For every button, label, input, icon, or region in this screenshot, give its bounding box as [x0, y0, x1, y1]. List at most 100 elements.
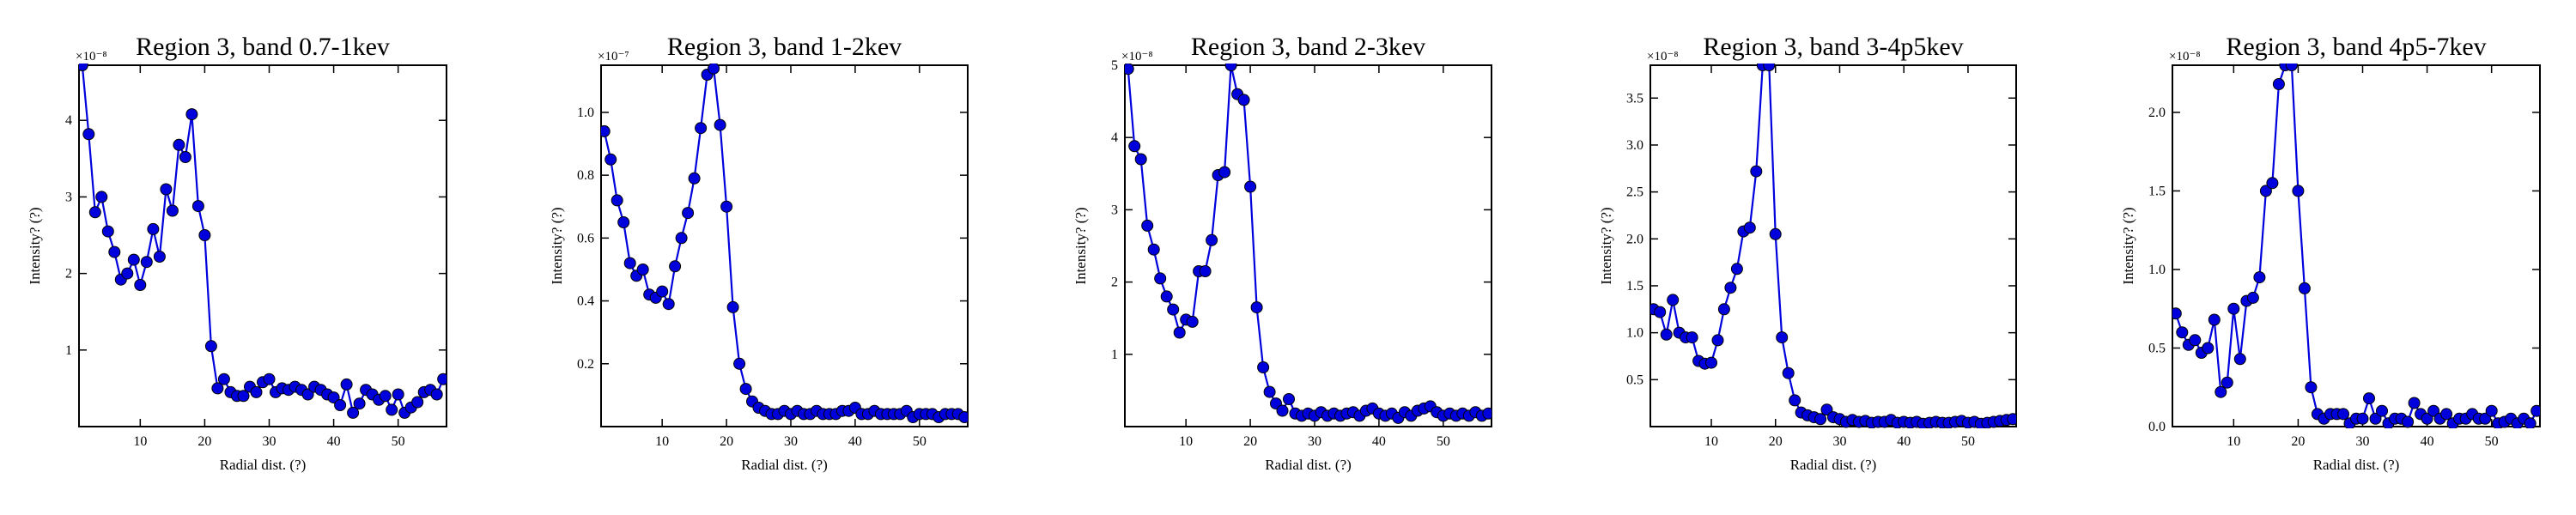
chart-panel-3: Region 3, band 2-3kev 10 20 30 40 50 1 2 3 4 5×10⁻…: [1072, 33, 1492, 473]
y-tick-label: 1.5: [2148, 184, 2166, 198]
data-point: [2172, 307, 2182, 320]
x-tick-label: 40: [1372, 434, 1386, 449]
data-point: [2376, 404, 2388, 417]
data-point: [688, 172, 701, 185]
data-point: [392, 388, 404, 401]
x-axis-label: Radial dist. (?): [1790, 457, 1877, 473]
data-point: [656, 285, 669, 298]
y-tick-label: 0.2: [577, 357, 594, 372]
data-point: [2176, 326, 2189, 339]
data-point: [2427, 404, 2440, 417]
data-point: [185, 108, 198, 121]
data-point: [720, 200, 733, 213]
y-tick-label: 1: [1111, 348, 1118, 362]
y-axis-label: Intensity? (?): [549, 207, 565, 284]
data-point: [2221, 376, 2233, 389]
data-point: [1224, 64, 1237, 71]
data-point: [250, 385, 263, 398]
data-point: [1743, 221, 1756, 234]
data-point: [1199, 265, 1212, 277]
y-tick-label: 0.6: [577, 231, 594, 245]
data-point: [191, 200, 204, 213]
y-tick-label: 1: [65, 343, 72, 358]
data-point: [153, 251, 166, 263]
series-line: [603, 66, 965, 419]
y-tick-label: 0.8: [577, 168, 594, 183]
y-axis-label: Intensity? (?): [2120, 207, 2136, 284]
data-point: [211, 382, 224, 395]
data-point: [1654, 306, 1667, 318]
data-point: [121, 267, 134, 280]
data-point: [217, 373, 230, 385]
data-point: [1660, 328, 1673, 341]
chart-panel-4: Region 3, band 3-4p5kev 10 20 30 40 50 0.5 1.0 1…: [1598, 33, 2017, 473]
x-tick-label: 40: [1897, 434, 1911, 449]
data-point: [601, 124, 611, 137]
x-tick-label: 40: [2421, 434, 2434, 449]
data-point: [2233, 353, 2246, 366]
y-tick-label: 1.5: [1626, 279, 1643, 294]
data-point: [127, 253, 140, 266]
x-tick-label: 50: [1437, 434, 1450, 449]
y-tick-label: 0.5: [1626, 373, 1643, 387]
data-point: [1257, 361, 1270, 373]
data-point: [1686, 331, 1698, 344]
data-point: [2530, 404, 2540, 417]
data-point: [617, 216, 630, 228]
data-point: [166, 204, 179, 217]
data-point: [2524, 417, 2537, 428]
chart-title: Region 3, band 4p5-7kev: [2226, 33, 2486, 61]
data-point: [108, 245, 121, 258]
x-tick-label: 20: [1243, 434, 1257, 449]
data-point: [327, 391, 340, 404]
data-point: [2292, 185, 2305, 197]
data-point: [347, 406, 360, 419]
data-point: [2259, 185, 2272, 197]
chart-title: Region 3, band 3-4p5kev: [1703, 33, 1963, 61]
y-scale-multiplier: ×10⁻⁸: [1647, 50, 1679, 64]
data-point: [1705, 356, 1717, 369]
series-group: [601, 64, 968, 423]
data-point: [2356, 412, 2369, 425]
data-point: [1717, 303, 1730, 316]
plot-frame: [78, 64, 447, 427]
data-point: [1141, 219, 1154, 232]
data-point: [1218, 166, 1231, 179]
data-point: [353, 397, 366, 410]
data-point: [173, 138, 185, 151]
data-point: [2479, 412, 2492, 425]
data-point: [101, 225, 114, 238]
data-point: [2208, 313, 2221, 326]
data-point: [379, 390, 392, 403]
plot-frame: [1124, 64, 1492, 427]
data-point: [1237, 94, 1250, 106]
data-point: [1186, 315, 1199, 328]
y-tick-label: 2.5: [1626, 185, 1643, 200]
y-tick-label: 0.5: [2148, 341, 2166, 355]
x-tick-label: 30: [2356, 434, 2370, 449]
data-point: [79, 64, 88, 71]
data-point: [958, 411, 968, 423]
x-tick-label: 10: [2227, 434, 2240, 449]
data-point: [2298, 282, 2311, 294]
y-axis-label: Intensity? (?): [27, 207, 43, 284]
x-tick-label: 40: [327, 434, 341, 449]
y-tick-label: 1.0: [2148, 263, 2166, 277]
x-tick-label: 50: [2485, 434, 2499, 449]
x-tick-label: 10: [1179, 434, 1193, 449]
chart-panel-1: Region 3, band 0.7-1kev 10 20 30 40 50 1 2 3 4 ×10…: [27, 33, 447, 473]
data-point: [2285, 64, 2298, 71]
data-point: [2402, 415, 2415, 428]
data-point: [1776, 331, 1789, 344]
data-point: [1206, 233, 1218, 246]
x-tick-label: 40: [848, 434, 862, 449]
data-point: [2266, 177, 2279, 190]
x-tick-label: 30: [1308, 434, 1321, 449]
data-point: [2246, 291, 2259, 304]
data-point: [623, 257, 636, 270]
y-scale-multiplier: ×10⁻⁸: [2169, 50, 2201, 64]
chart-title: Region 3, band 2-3kev: [1191, 33, 1425, 61]
x-axis-label: Radial dist. (?): [741, 457, 828, 473]
data-point: [1711, 334, 1724, 347]
data-point: [198, 229, 211, 241]
